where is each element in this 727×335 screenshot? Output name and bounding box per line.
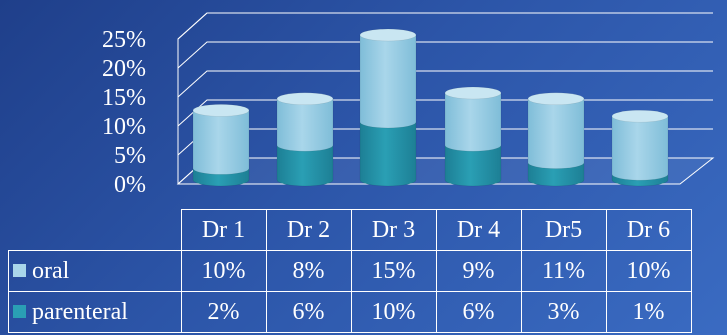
- series-row-parenteral: parenteral 2% 6% 10% 6% 3% 1%: [8, 291, 692, 333]
- bar-oral-cap: [611, 109, 669, 123]
- data-label: 10%: [350, 291, 437, 333]
- bars: [192, 28, 669, 187]
- data-label: 9%: [435, 250, 522, 292]
- bar-oral-cap: [444, 86, 502, 100]
- table-corner: [8, 209, 182, 251]
- data-label: 1%: [605, 291, 692, 333]
- legend-swatch-oral: [13, 263, 26, 277]
- data-label: 10%: [180, 250, 267, 292]
- data-label: 6%: [265, 291, 352, 333]
- data-label: 10%: [605, 250, 692, 292]
- bar-parenteral: [527, 162, 585, 187]
- series-name: parenteral: [32, 298, 128, 325]
- category-label: Dr 2: [265, 209, 352, 251]
- legend-entry-parenteral: parenteral: [8, 291, 182, 333]
- y-axis: 25% 20% 15% 10% 5% 0%: [102, 27, 146, 198]
- data-label: 2%: [180, 291, 267, 333]
- bar-oral-cap: [276, 92, 334, 106]
- bar-parenteral: [359, 121, 417, 187]
- data-label: 8%: [265, 250, 352, 292]
- category-label: Dr5: [520, 209, 607, 251]
- bar-oral: [444, 92, 502, 152]
- bar-oral-cap: [527, 92, 585, 106]
- gridline: [177, 70, 713, 98]
- bar-oral: [276, 98, 334, 152]
- data-label: 6%: [435, 291, 522, 333]
- bar-oral: [611, 115, 669, 181]
- category-label: Dr 3: [350, 209, 437, 251]
- category-label: Dr 4: [435, 209, 522, 251]
- bar-oral: [359, 34, 417, 129]
- bar-oral: [527, 98, 585, 169]
- legend-entry-oral: oral: [8, 250, 182, 292]
- legend-swatch-parenteral: [13, 304, 26, 318]
- category-label: Dr 6: [605, 209, 692, 251]
- bar-parenteral: [444, 144, 502, 187]
- bar-oral-cap: [192, 104, 250, 117]
- series-row-oral: oral 10% 8% 15% 9% 11% 10%: [8, 250, 692, 292]
- y-tick-label: 20%: [102, 56, 146, 82]
- category-row: Dr 1 Dr 2 Dr 3 Dr 4 Dr5 Dr 6: [8, 209, 692, 251]
- bar-oral-cap: [359, 28, 417, 42]
- data-label: 15%: [350, 250, 437, 292]
- y-tick-label: 10%: [102, 114, 146, 140]
- y-tick-label: 5%: [114, 143, 146, 169]
- gridline: [177, 12, 713, 40]
- y-tick-label: 25%: [102, 27, 146, 53]
- y-tick-label: 15%: [102, 85, 146, 111]
- series-name: oral: [32, 257, 70, 284]
- category-label: Dr 1: [180, 209, 267, 251]
- data-table: Dr 1 Dr 2 Dr 3 Dr 4 Dr5 Dr 6 oral 10% 8%…: [8, 209, 692, 333]
- gridline: [177, 41, 713, 69]
- data-label: 3%: [520, 291, 607, 333]
- y-tick-label: 0%: [114, 172, 146, 198]
- bar-parenteral: [276, 144, 334, 187]
- bar-oral: [192, 110, 250, 175]
- data-label: 11%: [520, 250, 607, 292]
